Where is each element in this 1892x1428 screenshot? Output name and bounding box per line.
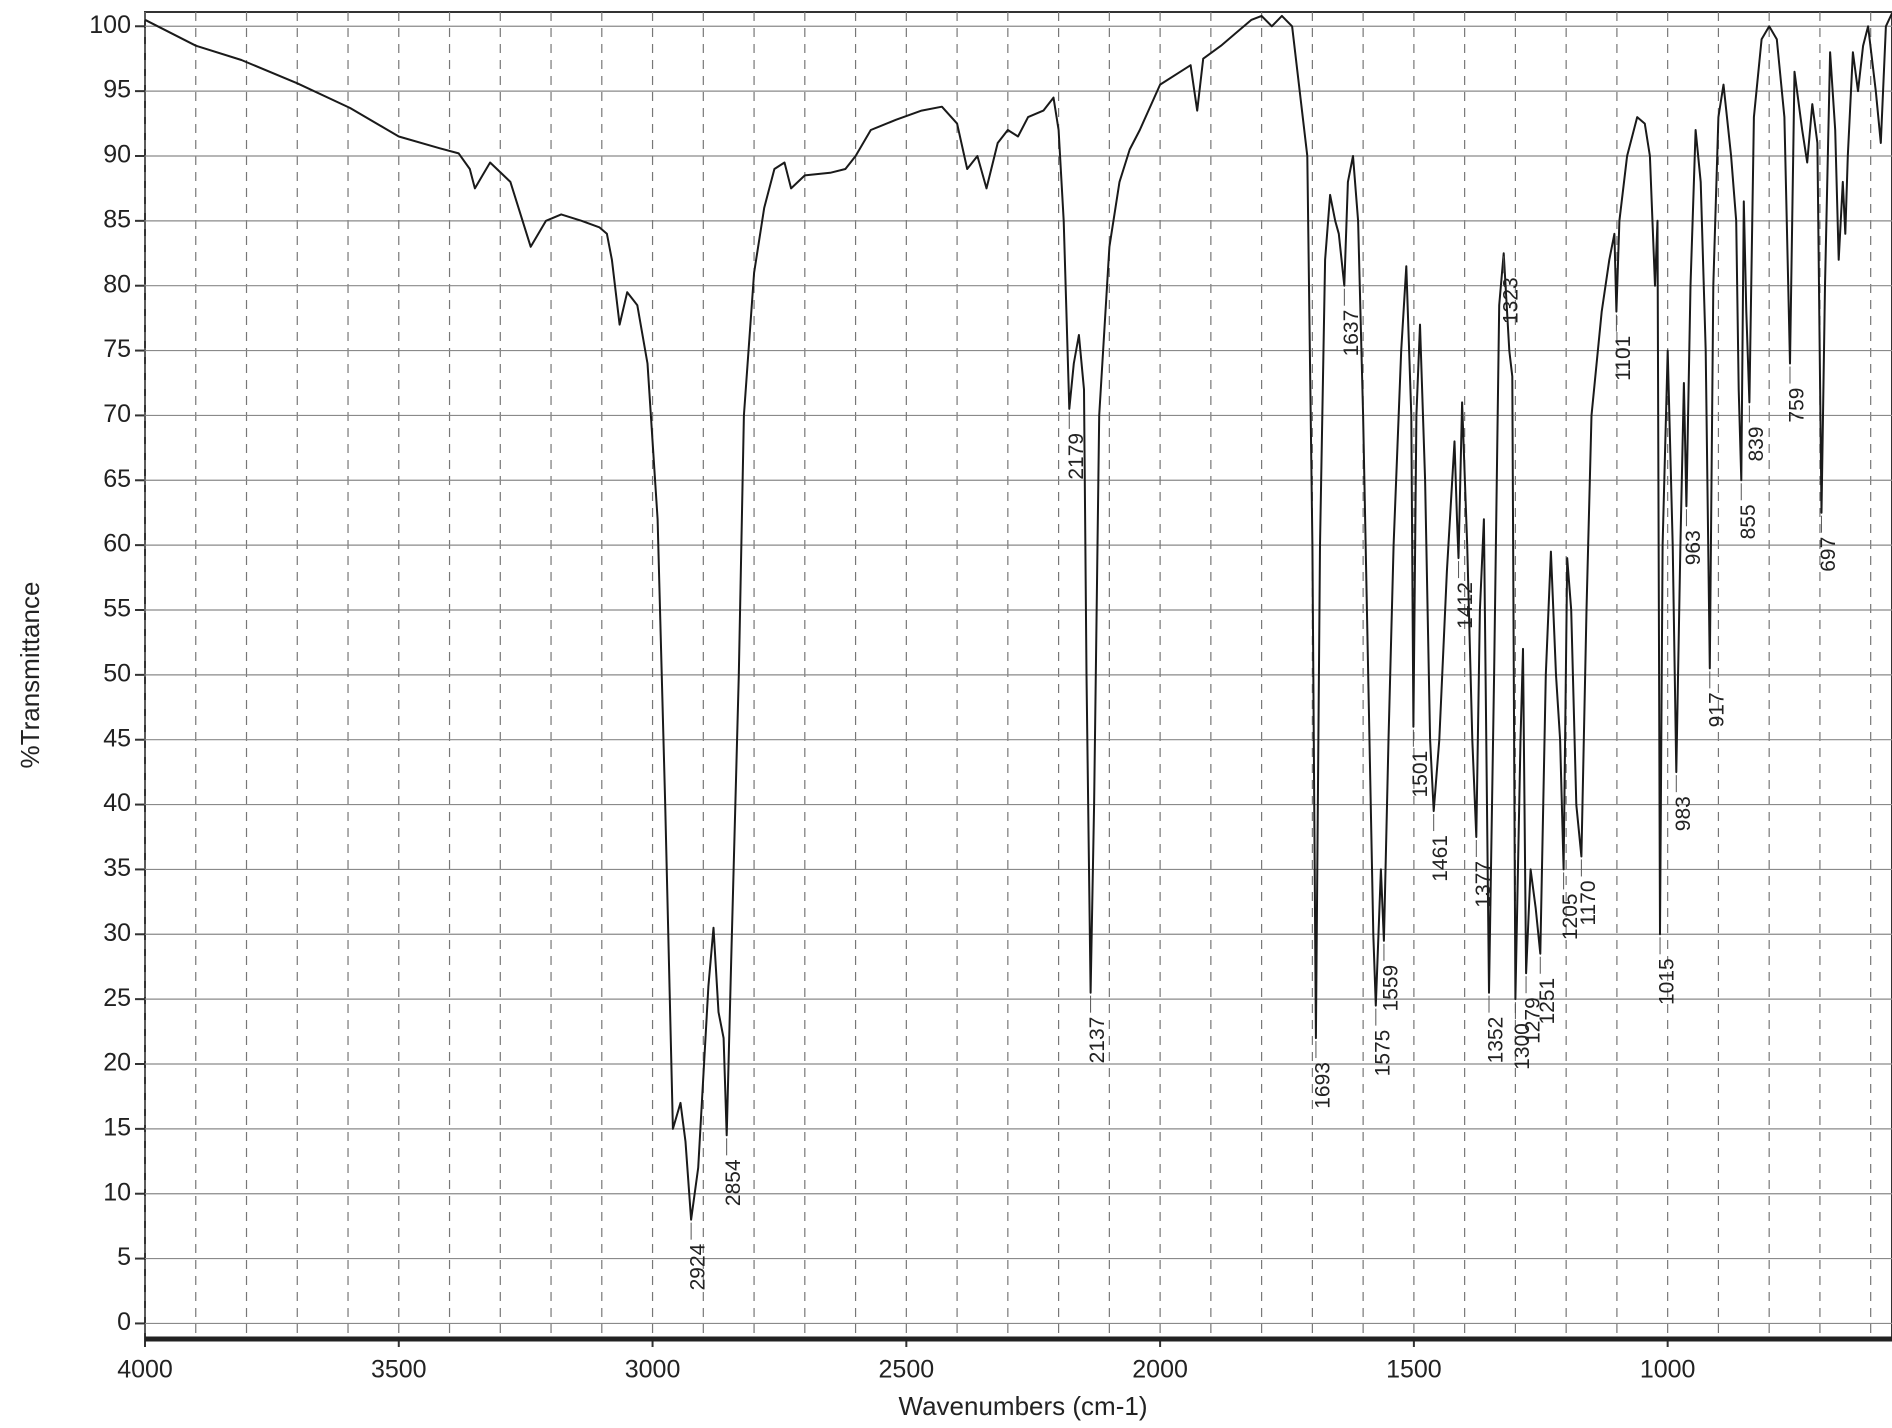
y-tick-label: 50 — [103, 659, 131, 687]
plot-area — [144, 11, 1892, 1340]
peak-label: 1251 — [1536, 978, 1559, 1025]
peak-label: 1205 — [1559, 893, 1582, 940]
peak-label: 983 — [1672, 796, 1695, 831]
peak-label: 759 — [1786, 388, 1809, 423]
y-tick-label: 10 — [103, 1178, 131, 1206]
peak-label: 963 — [1682, 530, 1705, 565]
x-tick-label: 1500 — [1386, 1356, 1442, 1384]
peak-label: 917 — [1705, 692, 1728, 727]
y-tick-label: 40 — [103, 789, 131, 817]
peak-label: 2924 — [687, 1243, 710, 1290]
y-tick-label: 5 — [117, 1243, 131, 1271]
peak-label: 1300 — [1511, 1023, 1534, 1070]
x-tick-label: 4000 — [117, 1356, 173, 1384]
y-tick-label: 100 — [89, 11, 131, 39]
peak-label: 839 — [1745, 426, 1768, 461]
y-tick-label: 65 — [103, 465, 131, 493]
x-tick-label: 2000 — [1132, 1356, 1188, 1384]
x-tick-label: 3000 — [625, 1356, 681, 1384]
y-tick-label: 85 — [103, 205, 131, 233]
peak-label: 1377 — [1472, 861, 1495, 908]
peak-label: 1412 — [1454, 582, 1477, 629]
x-tick-label: 3500 — [371, 1356, 427, 1384]
y-tick-label: 60 — [103, 530, 131, 558]
y-tick-label: 20 — [103, 1049, 131, 1077]
x-tick-label: 2500 — [879, 1356, 935, 1384]
y-tick-label: 95 — [103, 76, 131, 104]
y-tick-label: 55 — [103, 595, 131, 623]
spectrum-line — [144, 12, 1892, 1221]
y-tick-label: 25 — [103, 984, 131, 1012]
peak-label: 1637 — [1340, 310, 1363, 357]
y-tick-label: 0 — [117, 1308, 131, 1336]
y-tick-label: 45 — [103, 724, 131, 752]
peak-label: 1352 — [1485, 1017, 1508, 1064]
peak-label: 2179 — [1065, 433, 1088, 480]
peak-label: 2137 — [1086, 1017, 1109, 1064]
y-tick-label: 35 — [103, 854, 131, 882]
peak-label: 1279 — [1522, 997, 1545, 1044]
peak-label: 1461 — [1429, 835, 1452, 882]
peak-label: 2854 — [722, 1159, 745, 1206]
y-tick-label: 30 — [103, 919, 131, 947]
peak-label: 1101 — [1612, 336, 1635, 381]
y-tick-label: 70 — [103, 400, 131, 428]
y-tick-label: 75 — [103, 335, 131, 363]
peak-label: 1559 — [1379, 965, 1402, 1012]
peak-label: 1015 — [1656, 958, 1679, 1005]
peak-label: 1575 — [1371, 1030, 1394, 1077]
y-tick-label: 15 — [103, 1113, 131, 1141]
peak-label: 855 — [1737, 504, 1760, 539]
y-axis-label: %Transmittance — [15, 582, 45, 769]
x-tick-label: 1000 — [1640, 1356, 1696, 1384]
peak-label: 1323 — [1499, 277, 1522, 324]
y-tick-label: 90 — [103, 141, 131, 169]
y-tick-label: 80 — [103, 270, 131, 298]
x-axis-label: Wavenumbers (cm-1) — [899, 1391, 1148, 1421]
peak-label: 1501 — [1409, 751, 1432, 798]
peak-label: 697 — [1817, 537, 1840, 572]
peak-label: 1170 — [1577, 880, 1600, 925]
peak-label: 1693 — [1311, 1062, 1334, 1109]
